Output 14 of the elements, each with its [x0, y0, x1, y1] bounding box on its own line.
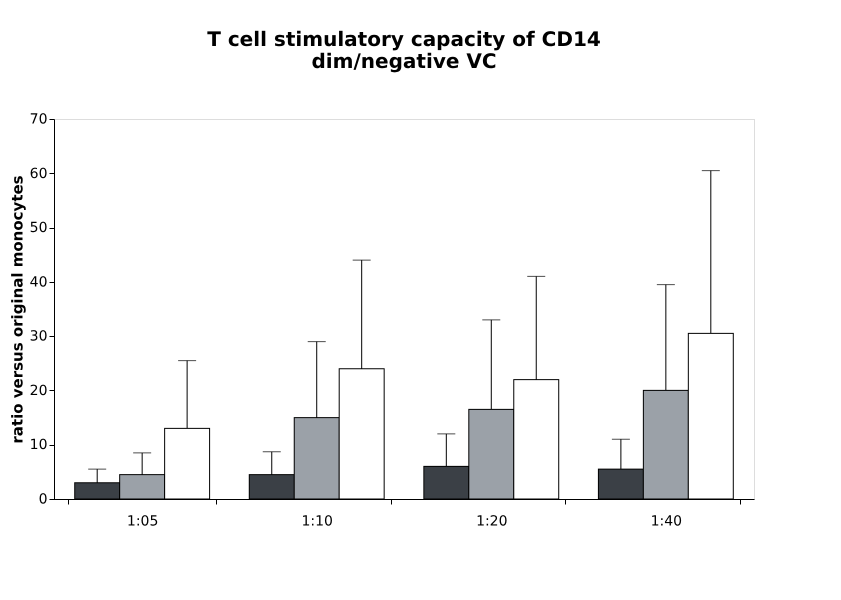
y-tick-label: 30: [30, 328, 48, 345]
x-tick-label: 1:40: [650, 514, 682, 530]
x-tick-label: 1:10: [301, 514, 333, 530]
y-tick-label: 70: [30, 112, 48, 128]
y-tick-label: 10: [30, 437, 48, 454]
y-tick-label: 60: [30, 166, 48, 182]
y-tick-label: 0: [38, 492, 48, 508]
y-tick-label: 40: [30, 274, 48, 290]
chart-title: T cell stimulatory capacity of CD14 dim/negative VC: [207, 27, 601, 73]
x-tick-label: 1:20: [476, 514, 508, 530]
y-axis-title: ratio versus original monocytes: [8, 175, 27, 444]
y-tick-label: 20: [30, 382, 48, 399]
y-tick-label: 50: [30, 220, 48, 236]
x-tick-label: 1:05: [126, 514, 158, 530]
